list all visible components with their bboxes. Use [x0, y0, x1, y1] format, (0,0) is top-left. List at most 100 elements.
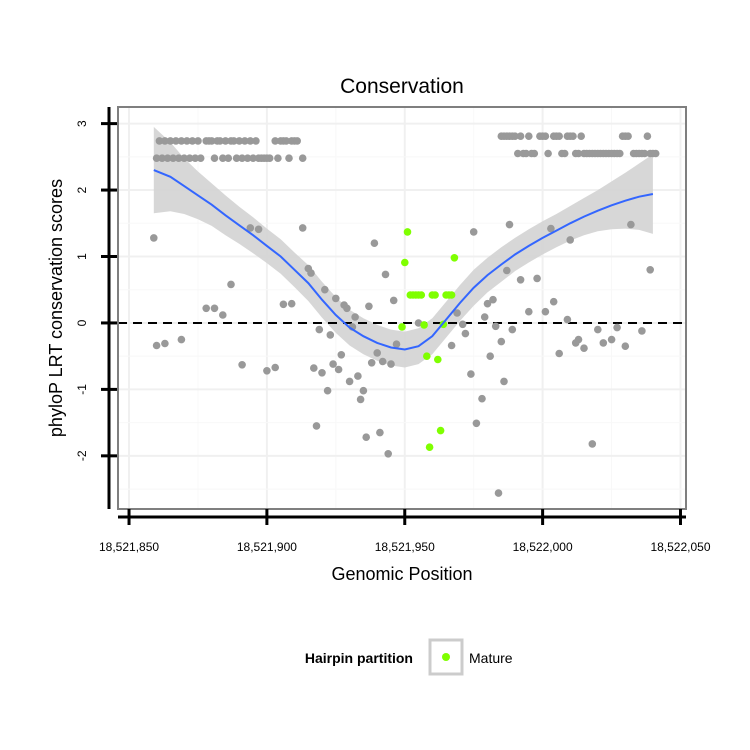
other-point [483, 299, 492, 308]
other-point [594, 325, 602, 334]
plot-panel-border [117, 106, 687, 510]
mature-point [434, 355, 442, 364]
other-point [525, 132, 533, 140]
other-point [480, 313, 489, 321]
other-point [230, 137, 238, 145]
other-point [461, 329, 470, 338]
other-point [560, 149, 569, 158]
other-point [351, 313, 359, 321]
other-point [334, 365, 343, 374]
other-point [191, 154, 199, 162]
y-tick-label: 3 [75, 120, 89, 127]
legend-label-mature: Mature [469, 650, 513, 666]
other-point [541, 307, 550, 316]
other-point [494, 489, 503, 497]
other-point [227, 280, 235, 289]
other-point [588, 440, 597, 448]
other-point [332, 294, 340, 303]
other-point [343, 304, 351, 313]
other-point [287, 299, 296, 308]
other-point [238, 361, 246, 369]
other-point [574, 149, 583, 158]
mature-point [420, 321, 428, 329]
x-tick-label: 18,522,050 [650, 540, 710, 554]
other-point [365, 302, 373, 311]
other-point [152, 154, 161, 162]
other-point [486, 352, 495, 361]
mature-point [447, 291, 456, 299]
other-point [188, 137, 197, 145]
other-point [183, 137, 191, 145]
other-point [497, 337, 506, 346]
other-point [505, 220, 514, 229]
mature-point [417, 291, 426, 299]
mature-point [398, 323, 406, 331]
other-point [544, 149, 552, 158]
other-point [293, 137, 302, 145]
other-point [549, 297, 558, 306]
other-point [359, 386, 368, 395]
other-point [307, 269, 315, 277]
other-point [580, 344, 588, 353]
other-point [241, 137, 249, 145]
other-point [569, 132, 577, 140]
other-point [458, 320, 467, 329]
other-point [378, 357, 387, 366]
other-point [271, 137, 280, 145]
other-point [224, 154, 233, 162]
other-point [166, 137, 175, 145]
other-point [345, 377, 354, 386]
other-point [298, 154, 307, 162]
other-point [472, 419, 481, 428]
chart-title: Conservation [340, 75, 464, 98]
other-point [381, 270, 390, 279]
other-point [638, 327, 646, 335]
other-point [356, 395, 365, 404]
legend-title: Hairpin partition [305, 650, 413, 666]
other-point [577, 132, 585, 140]
other-point [271, 363, 280, 372]
other-point [447, 341, 456, 350]
other-point [469, 228, 478, 236]
y-axis: -2 -1 0 1 2 3 [75, 107, 117, 509]
other-point [376, 428, 384, 437]
x-tick-label: 18,521,950 [375, 540, 435, 554]
other-point [219, 311, 227, 319]
other-point [392, 340, 401, 349]
other-point [282, 137, 291, 145]
other-point [321, 285, 329, 294]
other-point [511, 132, 519, 140]
other-point [329, 360, 337, 368]
legend-key-mature [442, 653, 450, 661]
other-point [373, 349, 382, 357]
other-point [221, 137, 230, 145]
other-point [367, 359, 376, 367]
other-point [161, 137, 169, 145]
other-point [235, 137, 244, 145]
mature-point [450, 253, 459, 262]
other-point [180, 154, 188, 162]
other-point [362, 433, 371, 442]
other-point [541, 132, 550, 140]
other-point [194, 137, 202, 145]
other-point [315, 325, 324, 334]
other-point [169, 154, 177, 162]
other-point [574, 335, 583, 344]
other-point [185, 154, 194, 162]
other-point [254, 225, 263, 234]
other-point [646, 266, 654, 274]
other-point [238, 154, 246, 162]
other-point [516, 276, 525, 284]
other-point [514, 149, 522, 158]
other-point [555, 132, 563, 140]
other-point [599, 339, 608, 347]
other-point [243, 154, 252, 162]
other-point [174, 154, 183, 162]
other-point [252, 137, 260, 145]
other-point [500, 377, 508, 386]
legend: Hairpin partition Mature [305, 638, 513, 676]
other-point [478, 394, 486, 403]
other-point [621, 342, 630, 351]
other-point [172, 137, 180, 145]
other-point [150, 234, 158, 242]
